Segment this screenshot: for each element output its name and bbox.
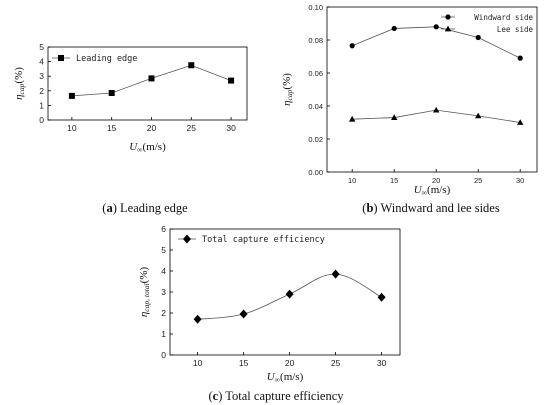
x-tick-label: 10 (193, 358, 203, 368)
data-point (391, 25, 397, 32)
chart-panel-b: 0.00 0.02 0.04 0.06 0.08 0.10 10 15 20 25 30 U∞(m/s… (281, 3, 538, 215)
x-tick-label: 25 (187, 123, 197, 133)
plot-frame (169, 228, 401, 356)
y-tick-label: 1 (161, 329, 166, 339)
data-point (68, 92, 75, 99)
chart-panel-c: 0 1 2 3 4 5 6 10 15 20 25 30 U∞(m/s) ηcap, total(%) To… (138, 224, 401, 403)
plot-frame (47, 46, 248, 121)
legend-label: Windward side (474, 13, 533, 22)
data-point (433, 106, 440, 113)
y-axis-label: ηcap, total(%) (138, 267, 151, 318)
data-point (349, 43, 355, 49)
chart-panel-a: 0 1 2 3 4 5 10 15 20 25 30 U∞(m/s) ηcap(%) Leading ed… (13, 42, 248, 215)
data-point (475, 34, 481, 41)
x-tick-label: 20 (285, 358, 295, 368)
y-tick-label: 0.04 (308, 102, 323, 111)
legend-label: Total capture efficiency (202, 235, 325, 245)
legend-marker (183, 234, 191, 244)
y-tick-label: 0.02 (308, 135, 323, 144)
x-tick-label: 15 (107, 123, 117, 133)
y-tick-label: 6 (161, 224, 166, 234)
y-axis-label: ηcap(%) (281, 73, 294, 106)
x-tick-label: 10 (67, 123, 77, 133)
y-tick-label: 0.10 (308, 3, 323, 12)
y-tick-label: 0.00 (308, 168, 323, 177)
data-point (331, 269, 340, 279)
y-tick-label: 0 (161, 350, 166, 360)
y-tick-label: 3 (39, 71, 44, 81)
series-line-0 (352, 26, 521, 59)
data-point (391, 114, 398, 120)
legend-label: Leading edge (76, 54, 137, 64)
x-axis-label: U∞(m/s) (267, 371, 304, 384)
legend-marker (444, 25, 452, 32)
y-tick-label: 4 (161, 266, 166, 276)
data-point (188, 62, 195, 69)
y-tick-label: 3 (161, 287, 166, 297)
data-point (239, 309, 248, 319)
panel-caption: (b) Windward and lee sides (362, 201, 500, 215)
plot-frame (326, 6, 538, 173)
y-tick-label: 0.08 (308, 36, 323, 45)
data-point (228, 77, 235, 84)
data-point (108, 89, 115, 96)
legend-marker (58, 55, 64, 61)
legend-marker (445, 14, 451, 20)
legend-label: Lee side (497, 25, 534, 34)
y-tick-label: 2 (39, 86, 44, 96)
data-point (285, 289, 294, 299)
y-tick-label: 1 (39, 100, 44, 110)
data-point (349, 115, 356, 122)
y-tick-label: 0 (39, 115, 44, 125)
x-tick-label: 30 (377, 358, 387, 368)
x-tick-label: 30 (516, 176, 524, 185)
x-axis-label: U∞(m/s) (129, 141, 166, 154)
x-tick-label: 25 (474, 176, 482, 185)
y-tick-label: 4 (39, 57, 44, 67)
data-point (475, 112, 482, 119)
x-axis-label: U∞(m/s) (414, 184, 451, 197)
y-tick-label: 5 (39, 42, 44, 52)
data-point (517, 119, 524, 125)
data-point (148, 75, 155, 82)
panel-caption: (c) Total capture efficiency (208, 389, 344, 403)
data-point (377, 292, 386, 302)
y-tick-label: 0.06 (308, 69, 323, 78)
x-tick-label: 20 (432, 176, 440, 185)
y-tick-label: 5 (161, 245, 166, 255)
data-point (433, 24, 439, 30)
x-tick-label: 25 (331, 358, 341, 368)
x-tick-label: 20 (147, 123, 157, 133)
x-tick-label: 10 (348, 176, 356, 185)
y-tick-label: 2 (161, 308, 166, 318)
x-tick-label: 30 (226, 123, 236, 133)
panel-caption: (a) Leading edge (102, 201, 188, 215)
data-point (193, 314, 202, 324)
x-tick-label: 15 (390, 176, 398, 185)
y-axis-label: ηcap(%) (13, 67, 26, 100)
data-point (517, 55, 523, 61)
x-tick-label: 15 (239, 358, 249, 368)
